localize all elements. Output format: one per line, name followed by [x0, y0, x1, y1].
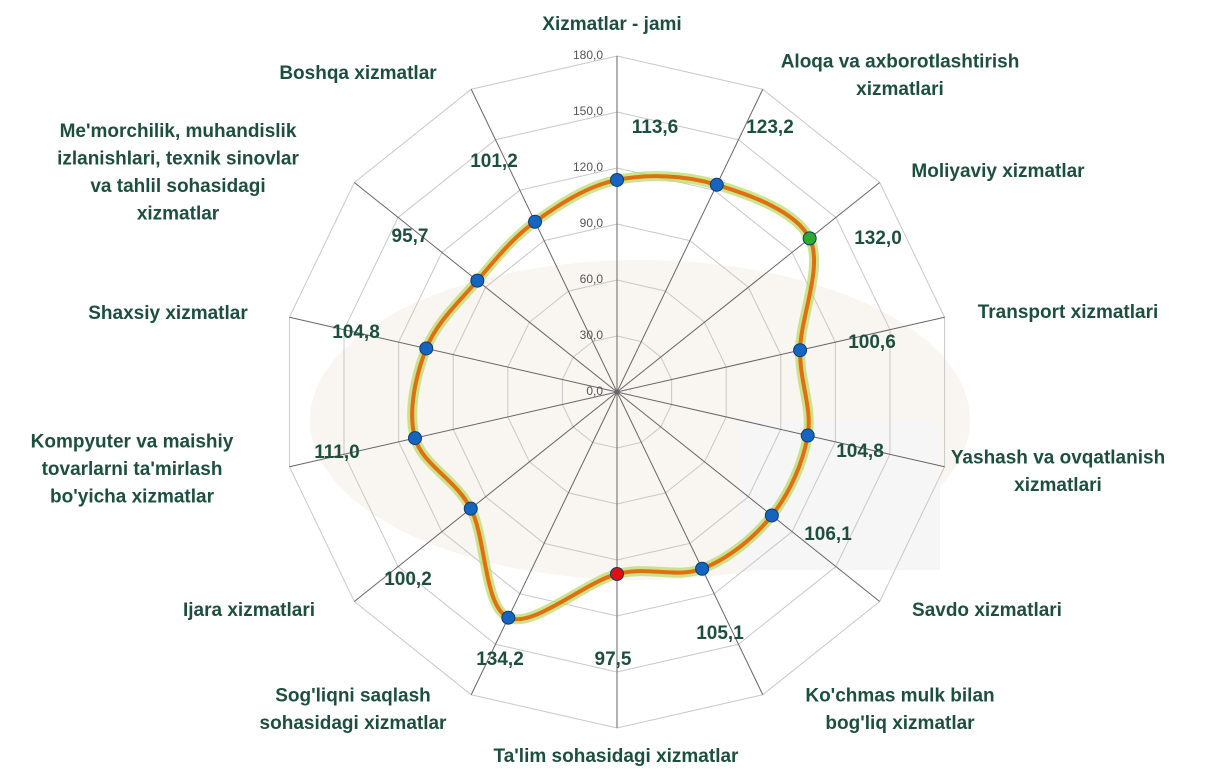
marker: [695, 561, 710, 576]
marker: [800, 428, 815, 443]
spoke: [289, 316, 618, 393]
category-label: Shaxsiy xizmatlar: [88, 303, 248, 324]
value-label: 105,1: [696, 623, 744, 644]
category-label: Ko'chmas mulk bilan bog'liq xizmatlar: [805, 685, 994, 734]
tick-label: 0,0: [586, 384, 603, 398]
value-label: 123,2: [746, 117, 794, 138]
value-label: 101,2: [470, 151, 518, 172]
tick-label: 120,0: [573, 160, 603, 174]
category-label: Kompyuter va maishiy tovarlarni ta'mirlas…: [31, 432, 234, 508]
category-label: Xizmatlar - jami: [542, 14, 681, 35]
value-label: 134,2: [476, 649, 524, 670]
marker: [793, 343, 808, 358]
value-label: 106,1: [804, 524, 852, 545]
spoke: [353, 182, 618, 393]
marker: [610, 567, 624, 581]
category-label: Aloqa va axborotlashtirish xizmatlari: [781, 51, 1020, 100]
marker: [764, 508, 779, 523]
marker: [470, 273, 485, 288]
spoke: [616, 182, 881, 393]
value-label: 132,0: [854, 228, 902, 249]
tick-label: 150,0: [573, 104, 603, 118]
marker: [528, 214, 543, 229]
category-label: Savdo xizmatlari: [912, 600, 1062, 621]
spoke: [470, 391, 618, 695]
category-label: Sog'liqni saqlash sohasidagi xizmatlar: [260, 685, 448, 734]
spoke: [289, 391, 618, 468]
value-label: 111,0: [314, 442, 359, 463]
category-label: Me'morchilik, muhandislik izlanishlari, t…: [57, 121, 299, 225]
spoke: [616, 316, 945, 393]
marker: [610, 172, 624, 187]
spoke: [616, 391, 945, 468]
marker: [802, 231, 817, 246]
category-label: Ta'lim sohasidagi xizmatlar: [494, 746, 740, 767]
value-label: 104,8: [332, 322, 380, 343]
spoke: [616, 89, 764, 393]
marker: [463, 501, 478, 516]
category-label: Boshqa xizmatlar: [279, 63, 437, 84]
tick-label: 180,0: [573, 48, 603, 62]
value-label: 100,2: [384, 569, 432, 590]
value-label: 97,5: [595, 649, 632, 670]
spoke: [616, 391, 764, 695]
marker: [419, 341, 434, 356]
marker: [709, 177, 724, 192]
category-label: Transport xizmatlari: [978, 302, 1159, 323]
tick-label: 60,0: [580, 272, 604, 286]
value-label: 104,8: [836, 441, 884, 462]
tick-label: 90,0: [580, 216, 604, 230]
spoke: [616, 391, 881, 602]
spoke: [470, 89, 618, 393]
category-label: Ijara xizmatlari: [183, 600, 315, 621]
value-label: 95,7: [392, 226, 429, 247]
tick-label: 30,0: [580, 328, 604, 342]
marker: [501, 610, 516, 625]
spoke: [353, 391, 618, 602]
category-label: Yashash va ovqatlanish xizmatlari: [951, 447, 1165, 496]
marker: [407, 431, 422, 446]
value-label: 113,6: [632, 117, 679, 138]
category-label: Moliyaviy xizmatlar: [911, 161, 1085, 182]
value-label: 100,6: [848, 332, 896, 353]
